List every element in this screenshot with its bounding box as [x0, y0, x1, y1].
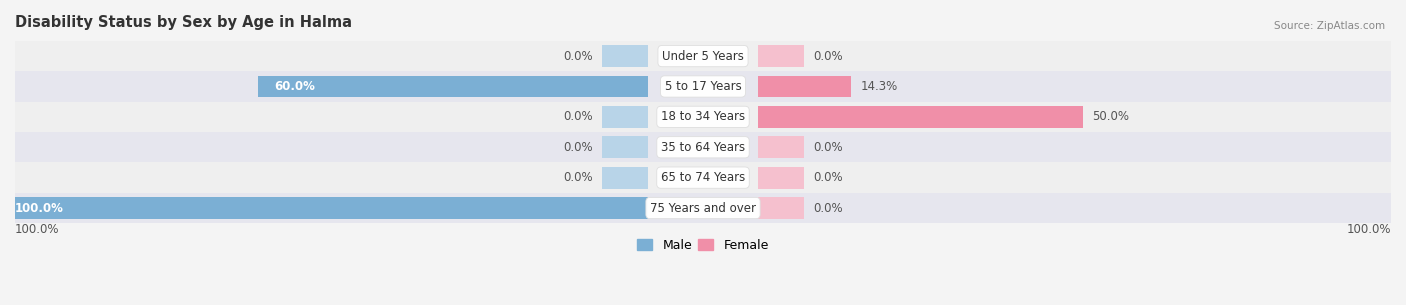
Bar [15, 102, 1391, 132]
Text: 0.0%: 0.0% [562, 141, 593, 154]
Bar [758, 76, 851, 97]
Bar [15, 132, 1391, 163]
Text: 0.0%: 0.0% [813, 141, 844, 154]
Text: 0.0%: 0.0% [813, 202, 844, 214]
Text: 0.0%: 0.0% [813, 50, 844, 63]
Bar [15, 193, 1391, 223]
Text: 100.0%: 100.0% [15, 202, 63, 214]
Text: 0.0%: 0.0% [562, 110, 593, 123]
Bar [259, 76, 648, 97]
Bar [0, 197, 648, 219]
Bar [758, 106, 1083, 128]
Bar [758, 45, 804, 67]
Bar [15, 71, 1391, 102]
Text: 60.0%: 60.0% [274, 80, 315, 93]
Text: 0.0%: 0.0% [562, 50, 593, 63]
Text: Source: ZipAtlas.com: Source: ZipAtlas.com [1274, 21, 1385, 31]
Text: 5 to 17 Years: 5 to 17 Years [665, 80, 741, 93]
Text: 0.0%: 0.0% [813, 171, 844, 184]
Text: 100.0%: 100.0% [1347, 223, 1391, 236]
Bar [602, 45, 648, 67]
Bar [758, 167, 804, 188]
Legend: Male, Female: Male, Female [633, 234, 773, 257]
Text: 35 to 64 Years: 35 to 64 Years [661, 141, 745, 154]
Text: 0.0%: 0.0% [562, 171, 593, 184]
Text: Disability Status by Sex by Age in Halma: Disability Status by Sex by Age in Halma [15, 15, 352, 30]
Bar [758, 136, 804, 158]
Text: Under 5 Years: Under 5 Years [662, 50, 744, 63]
Bar [602, 167, 648, 188]
Text: 18 to 34 Years: 18 to 34 Years [661, 110, 745, 123]
Text: 14.3%: 14.3% [860, 80, 898, 93]
Text: 100.0%: 100.0% [15, 223, 59, 236]
Bar [602, 106, 648, 128]
Text: 50.0%: 50.0% [1092, 110, 1129, 123]
Bar [758, 197, 804, 219]
Text: 65 to 74 Years: 65 to 74 Years [661, 171, 745, 184]
Text: 75 Years and over: 75 Years and over [650, 202, 756, 214]
Bar [602, 136, 648, 158]
Bar [15, 163, 1391, 193]
Bar [15, 41, 1391, 71]
